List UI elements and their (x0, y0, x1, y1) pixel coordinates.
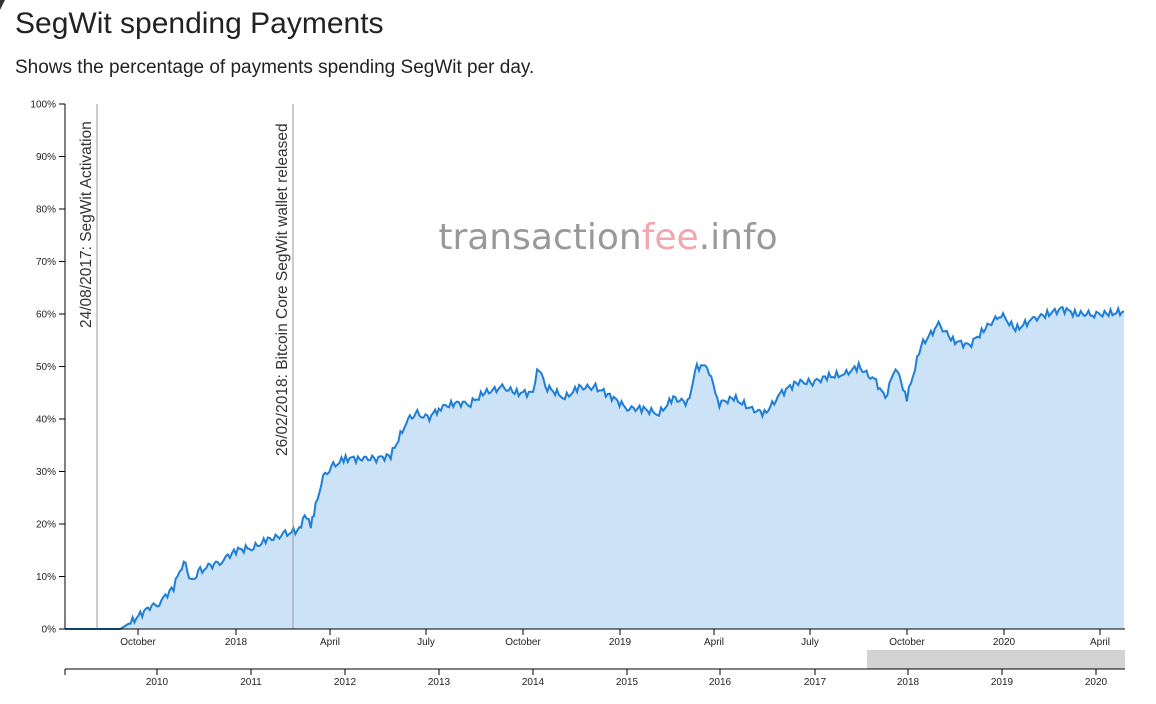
svg-text:10%: 10% (36, 572, 56, 583)
svg-text:2019: 2019 (609, 637, 632, 648)
svg-text:2015: 2015 (616, 677, 639, 688)
x-tick: 2020 (993, 629, 1016, 648)
annotation-label: 26/02/2018: Bitcoin Core SegWit wallet r… (274, 123, 291, 456)
watermark: transactionfee.info (438, 217, 777, 258)
x-tick: April (320, 629, 340, 648)
x-tick: 2019 (609, 629, 632, 648)
y-tick: 0% (42, 625, 65, 636)
x-tick: 2018 (225, 629, 248, 648)
x-tick: July (417, 629, 435, 648)
context-tick: 2018 (897, 669, 920, 688)
annotations: 24/08/2017: SegWit Activation 26/02/2018:… (78, 104, 294, 629)
svg-text:50%: 50% (36, 362, 56, 373)
svg-text:October: October (505, 637, 541, 648)
svg-text:20%: 20% (36, 520, 56, 531)
x-axis: October 2018 April July October 2019 April July… (65, 628, 1125, 648)
x-tick: October (889, 629, 925, 648)
y-tick: 90% (36, 152, 65, 163)
series-line (65, 305, 1125, 630)
svg-text:2014: 2014 (522, 677, 545, 688)
context-tick: 2020 (1085, 669, 1108, 688)
x-tick: October (120, 629, 156, 648)
svg-text:2018: 2018 (225, 637, 248, 648)
context-tick: 2017 (804, 669, 827, 688)
svg-text:2020: 2020 (993, 637, 1016, 648)
svg-text:30%: 30% (36, 467, 56, 478)
context-tick: 2016 (709, 669, 732, 688)
plot-area (65, 305, 1125, 630)
y-tick: 10% (36, 572, 65, 583)
context-tick: 2012 (334, 669, 357, 688)
svg-text:July: July (417, 637, 435, 648)
page-title: SegWit spending Payments (15, 7, 384, 40)
svg-text:2018: 2018 (897, 677, 920, 688)
x-tick: October (505, 629, 541, 648)
context-tick: 2011 (240, 669, 262, 688)
x-tick: July (801, 629, 819, 648)
context-tick: 2014 (522, 669, 545, 688)
y-tick: 50% (36, 362, 65, 373)
svg-text:80%: 80% (36, 205, 56, 216)
svg-text:transactionfee.info: transactionfee.info (438, 217, 777, 258)
svg-text:April: April (320, 637, 340, 648)
y-tick: 20% (36, 520, 65, 531)
svg-text:2016: 2016 (709, 677, 732, 688)
svg-text:April: April (1090, 637, 1110, 648)
y-tick: 60% (36, 310, 65, 321)
context-tick: 2013 (428, 669, 451, 688)
area-fill (65, 307, 1124, 629)
watermark-info: .info (699, 217, 778, 258)
svg-text:100%: 100% (30, 100, 56, 111)
watermark-fee: fee (642, 217, 699, 258)
context-tick: 2015 (616, 669, 639, 688)
context-brush-axis[interactable]: 2010 2011 2012 2013 2014 2015 2016 2017 2018 2019… (64, 650, 1125, 688)
context-tick: 2019 (991, 669, 1014, 688)
svg-text:July: July (801, 637, 819, 648)
y-tick: 40% (36, 415, 65, 426)
svg-text:60%: 60% (36, 310, 56, 321)
y-tick: 30% (36, 467, 65, 478)
page-subtitle: Shows the percentage of payments spendin… (15, 57, 535, 78)
annotation-label: 24/08/2017: SegWit Activation (78, 121, 95, 328)
svg-text:2010: 2010 (146, 677, 169, 688)
y-tick: 70% (36, 257, 65, 268)
mouse-cursor (0, 0, 5, 10)
svg-text:2020: 2020 (1085, 677, 1108, 688)
context-tick: 2010 (146, 669, 169, 688)
svg-text:2012: 2012 (334, 677, 357, 688)
watermark-transaction: transaction (438, 217, 641, 258)
brush-selection[interactable] (867, 650, 1125, 669)
svg-text:90%: 90% (36, 152, 56, 163)
y-axis: 0% 10% 20% 30% 40% 50% 60% 70% 80% 90% 100% (30, 100, 66, 636)
svg-text:0%: 0% (42, 625, 57, 636)
svg-text:70%: 70% (36, 257, 56, 268)
y-tick: 80% (36, 205, 65, 216)
svg-text:2019: 2019 (991, 677, 1014, 688)
svg-text:October: October (889, 637, 925, 648)
svg-text:40%: 40% (36, 415, 56, 426)
svg-text:2017: 2017 (804, 677, 827, 688)
svg-text:April: April (704, 637, 724, 648)
svg-text:October: October (120, 637, 156, 648)
x-tick: April (704, 629, 724, 648)
y-tick: 100% (30, 100, 65, 111)
svg-text:2013: 2013 (428, 677, 451, 688)
x-tick: April (1090, 629, 1110, 648)
svg-text:2011: 2011 (240, 677, 262, 688)
